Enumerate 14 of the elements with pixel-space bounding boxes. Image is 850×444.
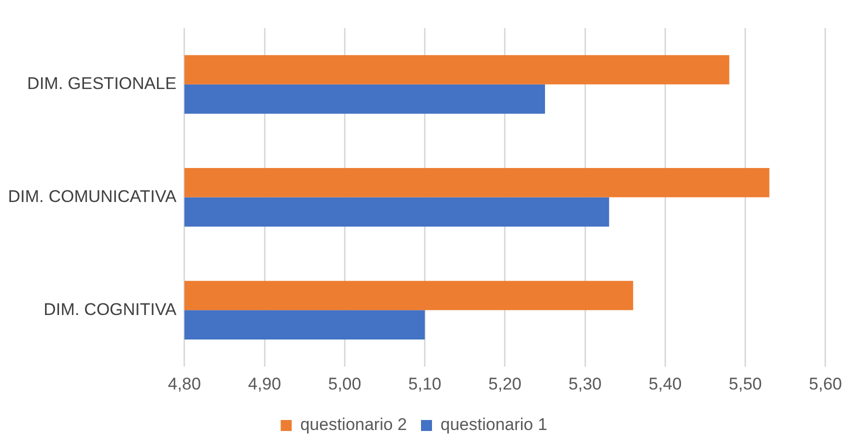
x-tick-label: 4,80 — [168, 374, 201, 394]
legend-label: questionario 1 — [440, 415, 548, 434]
legend-label: questionario 2 — [300, 415, 408, 434]
x-tick-label: 5,40 — [648, 374, 682, 394]
x-tick-label: 5,30 — [568, 374, 602, 394]
y-tick-label: DIM. COGNITIVA — [44, 300, 178, 319]
x-tick-label: 5,10 — [408, 374, 442, 394]
x-tick-label: 4,90 — [248, 374, 282, 394]
x-tick-label: 5,50 — [728, 374, 762, 394]
x-tick-label: 5,20 — [488, 374, 522, 394]
y-tick-label: DIM. GESTIONALE — [27, 74, 176, 94]
x-tick-label: 5,00 — [328, 374, 362, 394]
x-tick-label: 5,60 — [808, 374, 842, 394]
y-tick-label: DIM. COMUNICATIVA — [8, 186, 178, 206]
